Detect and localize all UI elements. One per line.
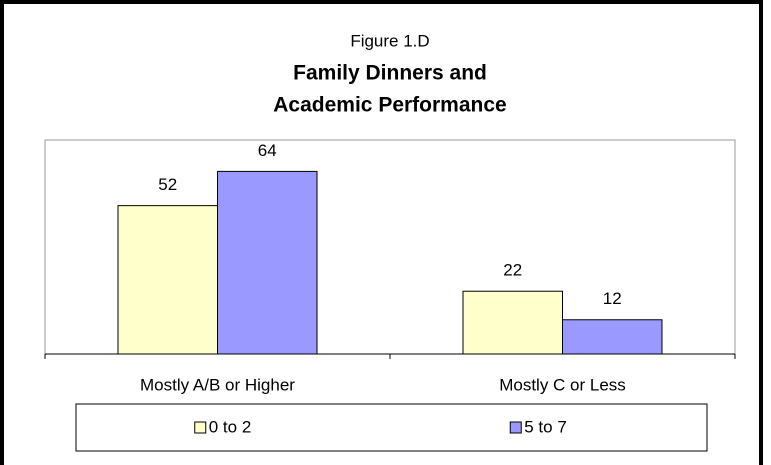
chart-subtitle: Academic Performance xyxy=(273,94,506,117)
data-label: 64 xyxy=(258,141,277,160)
bar xyxy=(217,170,318,355)
bar xyxy=(562,319,663,355)
data-label: 22 xyxy=(503,261,522,280)
legend-swatch xyxy=(194,421,207,434)
bar xyxy=(117,205,218,355)
legend-box xyxy=(75,403,708,452)
chart-subtitle: Family Dinners and xyxy=(293,62,487,85)
chart-title: Figure 1.D xyxy=(350,31,429,50)
data-label: 52 xyxy=(158,175,177,194)
x-tick-label: Mostly A/B or Higher xyxy=(140,375,295,394)
data-label: 12 xyxy=(603,289,622,308)
bar xyxy=(462,290,563,355)
legend-swatch xyxy=(509,421,522,434)
x-tick-label: Mostly C or Less xyxy=(499,375,626,394)
legend-label: 0 to 2 xyxy=(209,417,252,436)
legend-label: 5 to 7 xyxy=(524,417,567,436)
